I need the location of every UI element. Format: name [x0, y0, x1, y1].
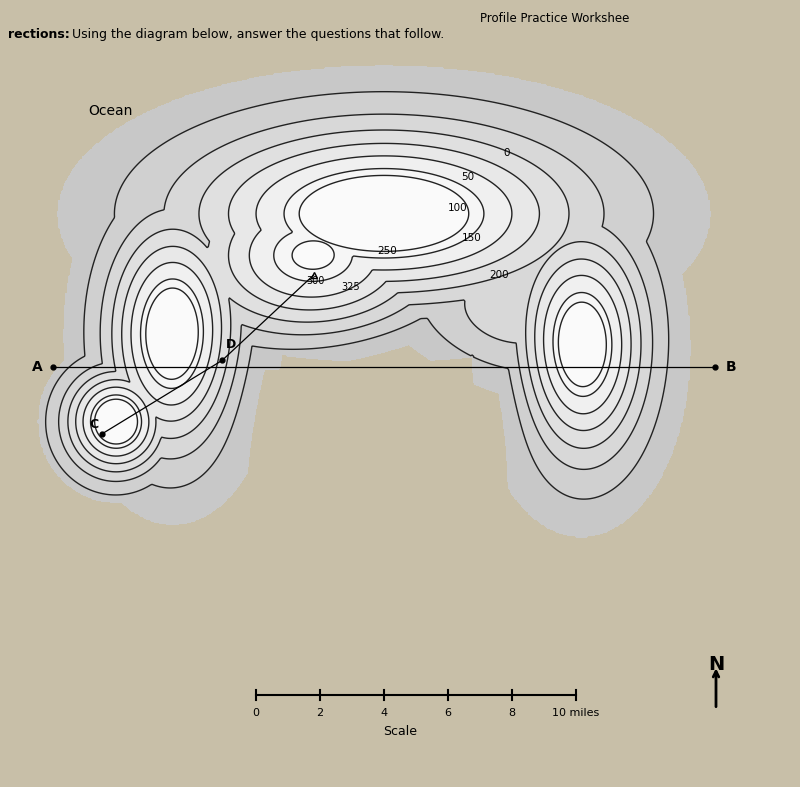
Text: rections:: rections: — [8, 28, 70, 41]
Text: 4: 4 — [381, 708, 387, 718]
Text: 100: 100 — [447, 203, 467, 213]
Text: N: N — [708, 656, 724, 674]
Text: Ocean: Ocean — [88, 104, 133, 118]
Text: 150: 150 — [462, 234, 481, 243]
Text: 200: 200 — [490, 270, 510, 280]
Text: C: C — [90, 418, 99, 430]
Text: A: A — [32, 360, 42, 374]
Text: Profile Practice Workshee: Profile Practice Workshee — [480, 12, 630, 25]
Text: 300: 300 — [306, 276, 325, 286]
Text: 10 miles: 10 miles — [552, 708, 600, 718]
Text: 50: 50 — [462, 172, 474, 183]
Text: 2: 2 — [317, 708, 323, 718]
Text: 0: 0 — [504, 148, 510, 158]
Text: 250: 250 — [377, 246, 397, 256]
Text: 8: 8 — [509, 708, 515, 718]
Text: 325: 325 — [342, 283, 360, 292]
Text: Scale: Scale — [383, 726, 417, 738]
Text: 0: 0 — [253, 708, 259, 718]
Text: 6: 6 — [445, 708, 451, 718]
Text: B: B — [726, 360, 736, 374]
Text: Using the diagram below, answer the questions that follow.: Using the diagram below, answer the ques… — [68, 28, 444, 41]
Text: D: D — [226, 338, 236, 351]
